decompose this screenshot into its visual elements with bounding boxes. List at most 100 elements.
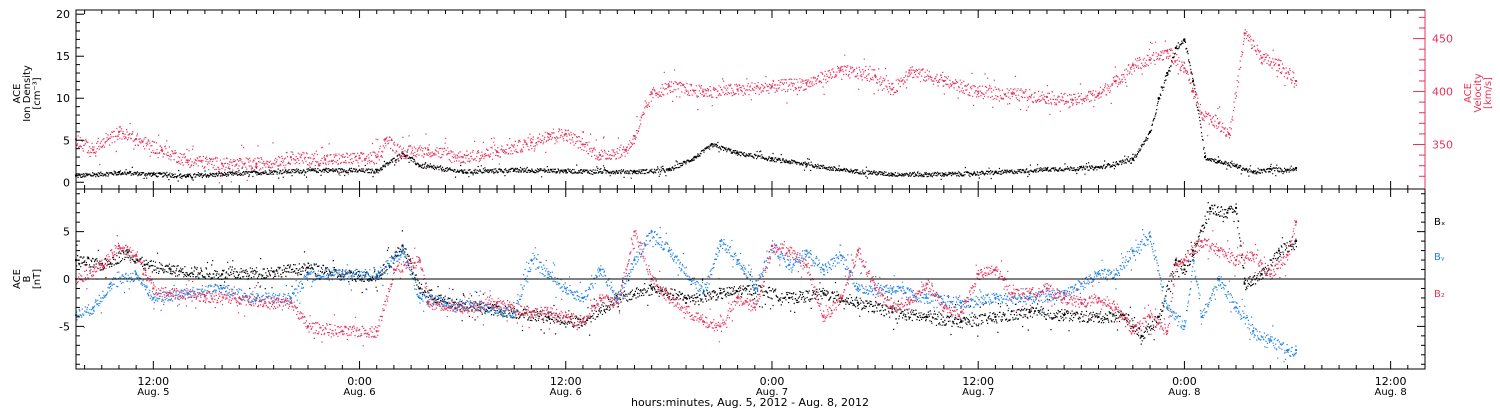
x-tick-label-time: 0:00 [347,375,372,388]
density-y-tick-label: 15 [56,50,70,63]
density-velocity-panel-point [581,143,584,146]
density-y-tick-label: 10 [56,92,70,105]
density-velocity-panel-point [1204,156,1206,159]
magnetic-field-panel-point [203,295,206,298]
magnetic-field-panel-point [856,249,859,252]
magnetic-field-panel-point [530,259,533,262]
magnetic-field-panel-point [564,315,567,318]
b-legend-entry: Bᵧ [1434,252,1445,263]
density-velocity-panel-series-red [75,29,1298,184]
density-velocity-panel-point [1166,50,1169,53]
density-velocity-panel-point [186,159,189,162]
magnetic-field-panel-point [143,263,146,266]
density-velocity-panel-series-black [75,38,1298,182]
density-velocity-panel-point [1183,67,1186,70]
magnetic-field-panel-point [1097,296,1100,299]
magnetic-field-panel-point [564,287,567,290]
density-velocity-panel-point [324,158,327,161]
magnetic-field-panel-point [1097,273,1100,276]
density-axis-label-line: [cm⁻³] [32,77,43,109]
density-velocity-panel-point [496,150,498,153]
magnetic-field-panel-point [1166,306,1169,309]
density-velocity-panel-point [118,130,120,133]
magnetic-field-panel-point [994,315,997,318]
magnetic-field-panel-dot-texture [76,226,1297,363]
density-velocity-panel-point [624,148,627,151]
density-velocity-panel-point [1149,58,1151,61]
magnetic-field-panel-point [839,254,842,257]
magnetic-field-panel-point [891,306,894,309]
density-velocity-panel-point [874,74,877,77]
density-velocity-panel-point [1183,38,1186,41]
density-velocity-panel-point [1097,92,1100,95]
density-velocity-panel-point [1228,132,1231,135]
velocity-y-tick-label: 450 [1432,33,1453,46]
density-axis-label: ACE Ion Density [cm⁻³] [12,65,43,122]
x-tick-label-time: 0:00 [760,375,785,388]
x-tick-label-date: Aug. 5 [137,387,169,398]
density-velocity-panel-point [942,80,945,82]
magnetic-field-panel-point [1192,259,1194,262]
density-velocity-panel-point [375,169,378,172]
density-velocity-panel-point [289,156,292,159]
density-velocity-panel-point [1114,80,1117,82]
b-axis-label-line: ACE [12,269,23,289]
time-axis-label: hours:minutes, Aug. 5, 2012 - Aug. 8, 20… [631,396,869,409]
magnetic-field-panel-point [135,273,138,276]
magnetic-field-panel-point [1149,235,1151,238]
magnetic-field-panel-point [977,273,980,276]
magnetic-field-panel-point [1269,273,1272,276]
magnetic-field-panel-point [392,268,395,271]
density-velocity-panel-point [1269,167,1272,170]
magnetic-field-panel-point [427,301,430,304]
magnetic-field-panel-point [1226,211,1229,214]
magnetic-field-panel-point [1149,315,1151,318]
density-velocity-panel-point [1166,72,1169,74]
b-y-tick-label: 5 [63,226,70,239]
x-tick-label-date: Aug. 6 [550,387,582,398]
magnetic-field-panel-point [960,320,962,323]
magnetic-field-panel-point [1063,296,1066,299]
density-velocity-panel-point [564,132,567,135]
density-velocity-panel-dot-texture [76,39,1297,182]
magnetic-field-panel-point [960,301,962,304]
magnetic-field-panel-point [874,287,877,290]
density-velocity-panel-point [1192,90,1194,93]
magnetic-field-panel-point [1174,259,1177,262]
density-velocity-panel-point [891,88,894,91]
magnetic-field-panel-point [994,296,997,299]
b-legend-entry: Bₓ [1434,217,1445,228]
x-tick-label-date: Aug. 8 [1168,387,1200,398]
density-velocity-panel-point [530,141,533,144]
b-legend-entry: B₂ [1434,289,1445,300]
density-velocity-panel-point [160,148,163,151]
magnetic-field-panel-point [118,244,120,247]
density-velocity-panel-point [221,162,224,165]
density-velocity-panel-point [1260,56,1263,59]
magnetic-field-panel-point [960,311,962,314]
magnetic-field-panel-point [186,292,189,295]
magnetic-field-panel-point [1200,315,1203,318]
magnetic-field-panel-point [418,296,421,299]
density-y-tick-label: 20 [56,8,70,21]
magnetic-field-panel-point [109,282,112,285]
magnetic-field-panel-point [530,311,533,314]
magnetic-field-panel-point [805,249,808,252]
density-velocity-panel-point [702,90,705,93]
magnetic-field-panel-point [1114,306,1117,309]
density-velocity-panel-point [1131,157,1134,160]
density-velocity-panel-point [805,162,808,165]
density-velocity-panel-point [650,92,653,95]
x-tick-label-time: 12:00 [1375,375,1407,388]
magnetic-field-panel-point [616,296,619,299]
magnetic-field-panel-point [1045,287,1048,290]
density-y-tick-label: 5 [63,134,70,147]
magnetic-field-panel-point [1192,249,1194,252]
density-velocity-panel-point [633,135,636,137]
x-tick-label-date: Aug. 8 [1375,387,1407,398]
b-axis-label-line: [nT] [32,269,43,289]
magnetic-field-panel-point [1097,315,1100,318]
magnetic-field-panel-point [925,282,928,285]
top-panel-frame [75,9,1426,190]
magnetic-field-panel-point [401,249,404,252]
